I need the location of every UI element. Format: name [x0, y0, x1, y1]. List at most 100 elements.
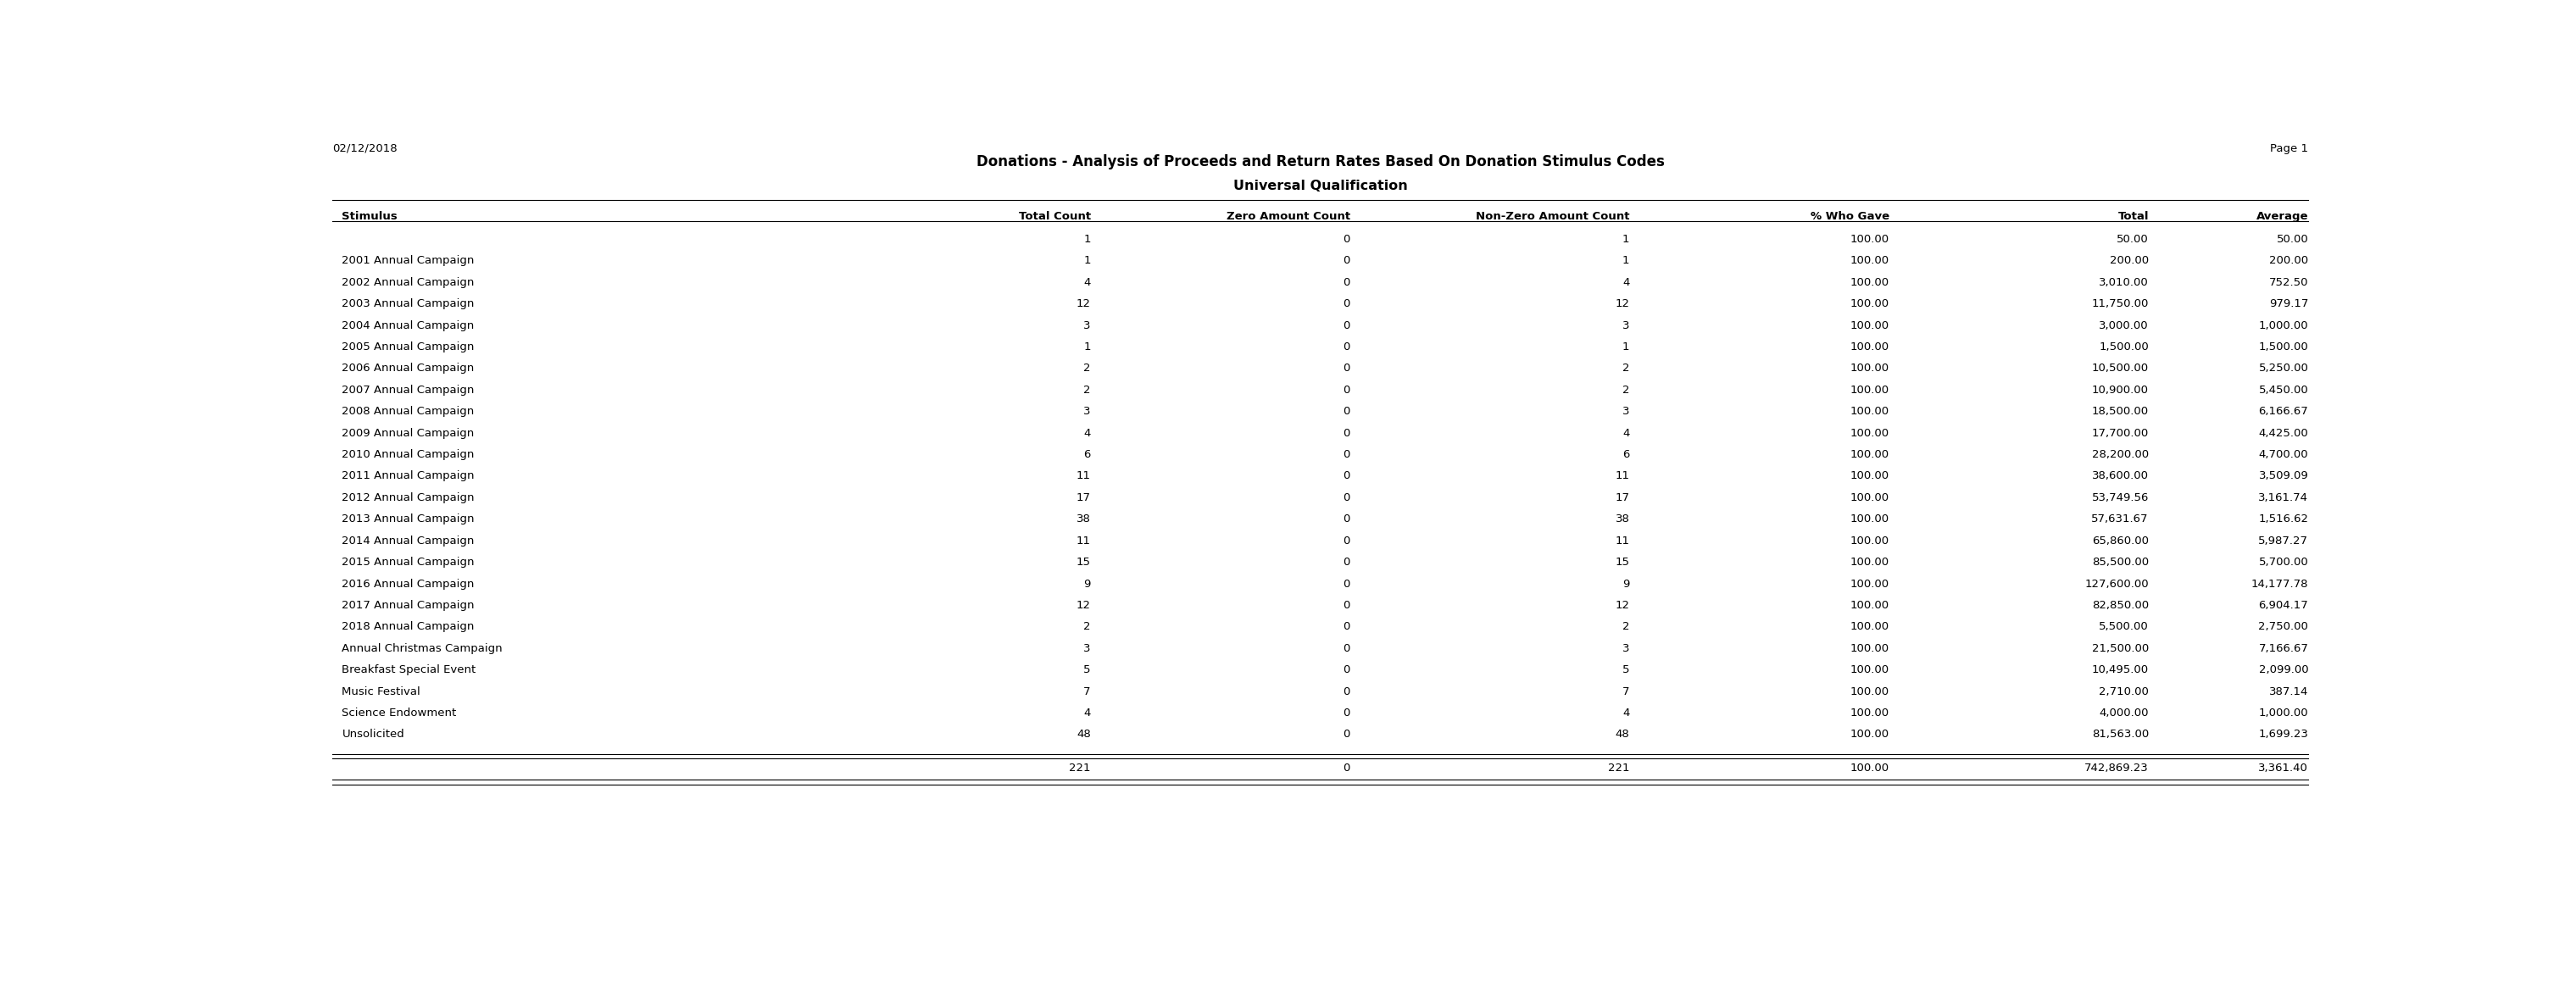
Text: 0: 0: [1342, 578, 1350, 589]
Text: 0: 0: [1342, 342, 1350, 353]
Text: 17,700.00: 17,700.00: [2092, 428, 2148, 439]
Text: 3: 3: [1623, 406, 1631, 417]
Text: 0: 0: [1342, 256, 1350, 267]
Text: 2015 Annual Campaign: 2015 Annual Campaign: [343, 556, 474, 567]
Text: 0: 0: [1342, 535, 1350, 546]
Text: 387.14: 387.14: [2269, 686, 2308, 697]
Text: 2010 Annual Campaign: 2010 Annual Campaign: [343, 450, 474, 461]
Text: 28,200.00: 28,200.00: [2092, 450, 2148, 461]
Text: Non-Zero Amount Count: Non-Zero Amount Count: [1476, 211, 1631, 222]
Text: 1,516.62: 1,516.62: [2259, 513, 2308, 524]
Text: 11: 11: [1077, 535, 1090, 546]
Text: 100.00: 100.00: [1850, 450, 1888, 461]
Text: 6: 6: [1084, 450, 1090, 461]
Text: 4: 4: [1084, 277, 1090, 288]
Text: 3: 3: [1623, 643, 1631, 654]
Text: 17: 17: [1077, 493, 1090, 503]
Text: 50.00: 50.00: [2277, 234, 2308, 245]
Text: 100.00: 100.00: [1850, 299, 1888, 310]
Text: 100.00: 100.00: [1850, 686, 1888, 697]
Text: 5: 5: [1084, 664, 1090, 675]
Text: 0: 0: [1342, 707, 1350, 718]
Text: 1: 1: [1084, 342, 1090, 353]
Text: 18,500.00: 18,500.00: [2092, 406, 2148, 417]
Text: 100.00: 100.00: [1850, 578, 1888, 589]
Text: 2004 Annual Campaign: 2004 Annual Campaign: [343, 320, 474, 331]
Text: Science Endowment: Science Endowment: [343, 707, 456, 718]
Text: 2,750.00: 2,750.00: [2259, 621, 2308, 632]
Text: 100.00: 100.00: [1850, 320, 1888, 331]
Text: 100.00: 100.00: [1850, 707, 1888, 718]
Text: 100.00: 100.00: [1850, 406, 1888, 417]
Text: 4: 4: [1623, 707, 1631, 718]
Text: 100.00: 100.00: [1850, 599, 1888, 611]
Text: 1: 1: [1623, 342, 1631, 353]
Text: 12: 12: [1077, 599, 1090, 611]
Text: 50.00: 50.00: [2117, 234, 2148, 245]
Text: 2007 Annual Campaign: 2007 Annual Campaign: [343, 385, 474, 396]
Text: 0: 0: [1342, 406, 1350, 417]
Text: 0: 0: [1342, 299, 1350, 310]
Text: 221: 221: [1069, 763, 1090, 774]
Text: 5,450.00: 5,450.00: [2259, 385, 2308, 396]
Text: 7: 7: [1084, 686, 1090, 697]
Text: 81,563.00: 81,563.00: [2092, 729, 2148, 740]
Text: 100.00: 100.00: [1850, 643, 1888, 654]
Text: 2001 Annual Campaign: 2001 Annual Campaign: [343, 256, 474, 267]
Text: 0: 0: [1342, 277, 1350, 288]
Text: 5,700.00: 5,700.00: [2259, 556, 2308, 567]
Text: 2005 Annual Campaign: 2005 Annual Campaign: [343, 342, 474, 353]
Text: 2: 2: [1623, 363, 1631, 374]
Text: 48: 48: [1615, 729, 1631, 740]
Text: 1,500.00: 1,500.00: [2099, 342, 2148, 353]
Text: Donations - Analysis of Proceeds and Return Rates Based On Donation Stimulus Cod: Donations - Analysis of Proceeds and Ret…: [976, 155, 1664, 170]
Text: 0: 0: [1342, 729, 1350, 740]
Text: 1: 1: [1084, 256, 1090, 267]
Text: 100.00: 100.00: [1850, 256, 1888, 267]
Text: 0: 0: [1342, 643, 1350, 654]
Text: 82,850.00: 82,850.00: [2092, 599, 2148, 611]
Text: 38: 38: [1615, 513, 1631, 524]
Text: 2016 Annual Campaign: 2016 Annual Campaign: [343, 578, 474, 589]
Text: 2013 Annual Campaign: 2013 Annual Campaign: [343, 513, 474, 524]
Text: 2,710.00: 2,710.00: [2099, 686, 2148, 697]
Text: 53,749.56: 53,749.56: [2092, 493, 2148, 503]
Text: 17: 17: [1615, 493, 1631, 503]
Text: 4,425.00: 4,425.00: [2259, 428, 2308, 439]
Text: 1,000.00: 1,000.00: [2259, 320, 2308, 331]
Text: 100.00: 100.00: [1850, 664, 1888, 675]
Text: 12: 12: [1615, 599, 1631, 611]
Text: 100.00: 100.00: [1850, 493, 1888, 503]
Text: 12: 12: [1615, 299, 1631, 310]
Text: 11,750.00: 11,750.00: [2092, 299, 2148, 310]
Text: 2003 Annual Campaign: 2003 Annual Campaign: [343, 299, 474, 310]
Text: 2006 Annual Campaign: 2006 Annual Campaign: [343, 363, 474, 374]
Text: 2: 2: [1084, 385, 1090, 396]
Text: 14,177.78: 14,177.78: [2251, 578, 2308, 589]
Text: 2: 2: [1623, 385, 1631, 396]
Text: 100.00: 100.00: [1850, 342, 1888, 353]
Text: 0: 0: [1342, 234, 1350, 245]
Text: 10,500.00: 10,500.00: [2092, 363, 2148, 374]
Text: 1: 1: [1623, 234, 1631, 245]
Text: 0: 0: [1342, 599, 1350, 611]
Text: 1,699.23: 1,699.23: [2259, 729, 2308, 740]
Text: 2012 Annual Campaign: 2012 Annual Campaign: [343, 493, 474, 503]
Text: 6,166.67: 6,166.67: [2259, 406, 2308, 417]
Text: 11: 11: [1077, 471, 1090, 482]
Text: Annual Christmas Campaign: Annual Christmas Campaign: [343, 643, 502, 654]
Text: 4: 4: [1084, 428, 1090, 439]
Text: 0: 0: [1342, 664, 1350, 675]
Text: 0: 0: [1342, 385, 1350, 396]
Text: 4: 4: [1084, 707, 1090, 718]
Text: 100.00: 100.00: [1850, 471, 1888, 482]
Text: 4,700.00: 4,700.00: [2259, 450, 2308, 461]
Text: Breakfast Special Event: Breakfast Special Event: [343, 664, 477, 675]
Text: Music Festival: Music Festival: [343, 686, 420, 697]
Text: 0: 0: [1342, 428, 1350, 439]
Text: 5,987.27: 5,987.27: [2259, 535, 2308, 546]
Text: 1: 1: [1623, 256, 1631, 267]
Text: 742,869.23: 742,869.23: [2084, 763, 2148, 774]
Text: 221: 221: [1607, 763, 1631, 774]
Text: 3,361.40: 3,361.40: [2259, 763, 2308, 774]
